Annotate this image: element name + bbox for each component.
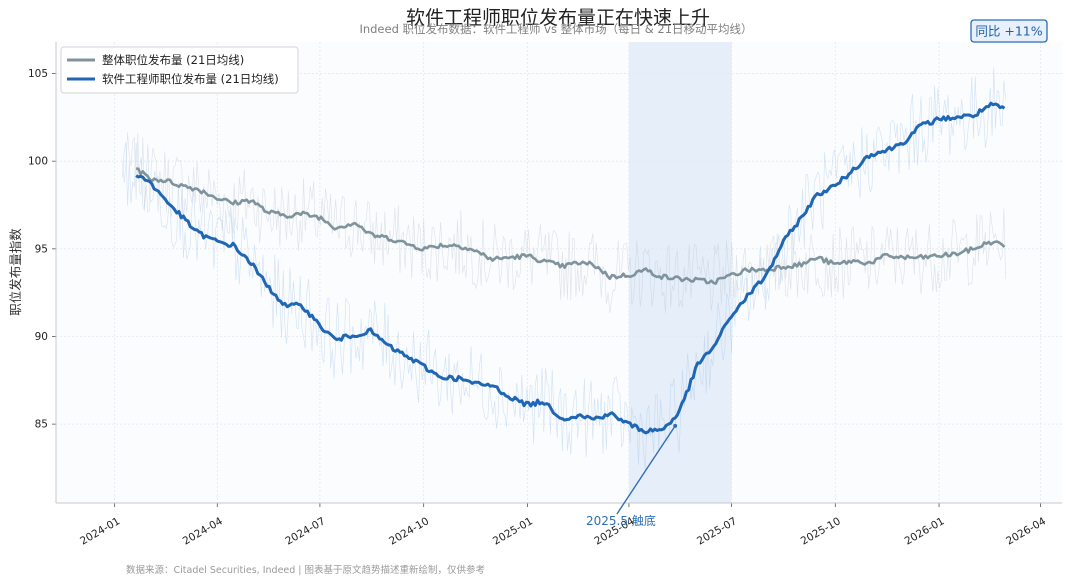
- y-axis-label: 职位发布量指数: [8, 228, 23, 316]
- legend: 整体职位发布量 (21日均线) 软件工程师职位发布量 (21日均线): [60, 46, 299, 94]
- annotation-arrow: [616, 425, 676, 515]
- chart-title: 软件工程师职位发布量正在快速上升: [406, 7, 710, 29]
- yoy-badge: 同比 +11%: [970, 19, 1048, 43]
- plot-area: [56, 42, 1062, 503]
- y-tick-label: 105: [28, 68, 48, 80]
- series-line-software: [135, 101, 1006, 435]
- y-tick-label: 95: [35, 243, 48, 255]
- legend-box: [60, 46, 299, 94]
- x-tick-label: 2026-01: [903, 515, 947, 547]
- badge-box: [970, 19, 1048, 43]
- y-tick-label: 85: [35, 419, 48, 431]
- shaded-region: [628, 42, 732, 503]
- x-tick-label: 2024-10: [387, 515, 431, 547]
- daily-noise-software: [122, 67, 1006, 472]
- x-tick-label: 2025-01: [491, 515, 535, 547]
- series-line-overall: [136, 167, 1006, 285]
- footer-source: 数据来源：Citadel Securities, Indeed | 图表基于原文…: [126, 564, 485, 576]
- badge-label: 同比 +11%: [975, 24, 1042, 39]
- y-tick-label: 100: [28, 156, 48, 168]
- x-tick-label: 2025-10: [799, 515, 843, 547]
- legend-label-software: 软件工程师职位发布量 (21日均线): [102, 72, 279, 86]
- x-tick-label: 2025-07: [695, 515, 739, 547]
- annotation-point: [673, 423, 678, 428]
- annotation-label: 2025.5 触底: [586, 513, 656, 528]
- legend-label-overall: 整体职位发布量 (21日均线): [102, 53, 244, 67]
- x-tick-label: 2024-07: [283, 515, 327, 547]
- y-tick-label: 90: [35, 331, 48, 343]
- x-tick-label: 2026-04: [1004, 515, 1048, 547]
- x-tick-label: 2024-01: [78, 515, 122, 547]
- chart-subtitle: Indeed 职位发布数据：软件工程师 vs 整体市场（每日 & 21日移动平均…: [359, 22, 752, 36]
- x-tick-label: 2024-04: [181, 515, 225, 547]
